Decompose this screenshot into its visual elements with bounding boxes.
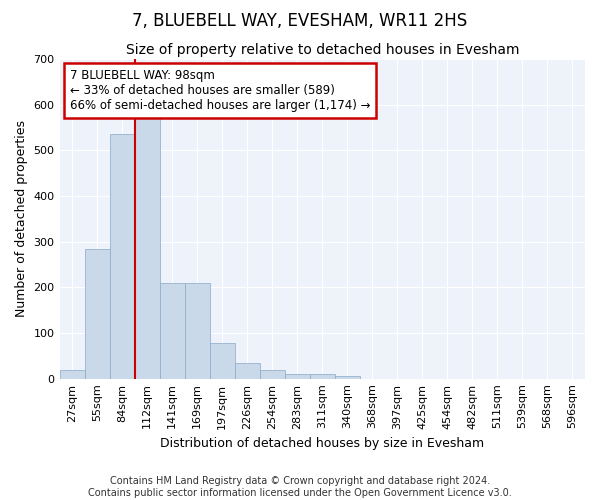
- Bar: [310, 374, 335, 378]
- Bar: [185, 283, 209, 378]
- Text: 7 BLUEBELL WAY: 98sqm
← 33% of detached houses are smaller (589)
66% of semi-det: 7 BLUEBELL WAY: 98sqm ← 33% of detached …: [70, 68, 371, 112]
- Bar: [110, 134, 134, 378]
- Title: Size of property relative to detached houses in Evesham: Size of property relative to detached ho…: [125, 42, 519, 56]
- Bar: [335, 376, 360, 378]
- Bar: [134, 114, 160, 378]
- Bar: [209, 343, 235, 378]
- X-axis label: Distribution of detached houses by size in Evesham: Distribution of detached houses by size …: [160, 437, 484, 450]
- Text: Contains HM Land Registry data © Crown copyright and database right 2024.
Contai: Contains HM Land Registry data © Crown c…: [88, 476, 512, 498]
- Text: 7, BLUEBELL WAY, EVESHAM, WR11 2HS: 7, BLUEBELL WAY, EVESHAM, WR11 2HS: [133, 12, 467, 30]
- Bar: [235, 362, 260, 378]
- Bar: [85, 248, 110, 378]
- Bar: [160, 283, 185, 378]
- Bar: [59, 370, 85, 378]
- Bar: [285, 374, 310, 378]
- Bar: [260, 370, 285, 378]
- Y-axis label: Number of detached properties: Number of detached properties: [15, 120, 28, 318]
